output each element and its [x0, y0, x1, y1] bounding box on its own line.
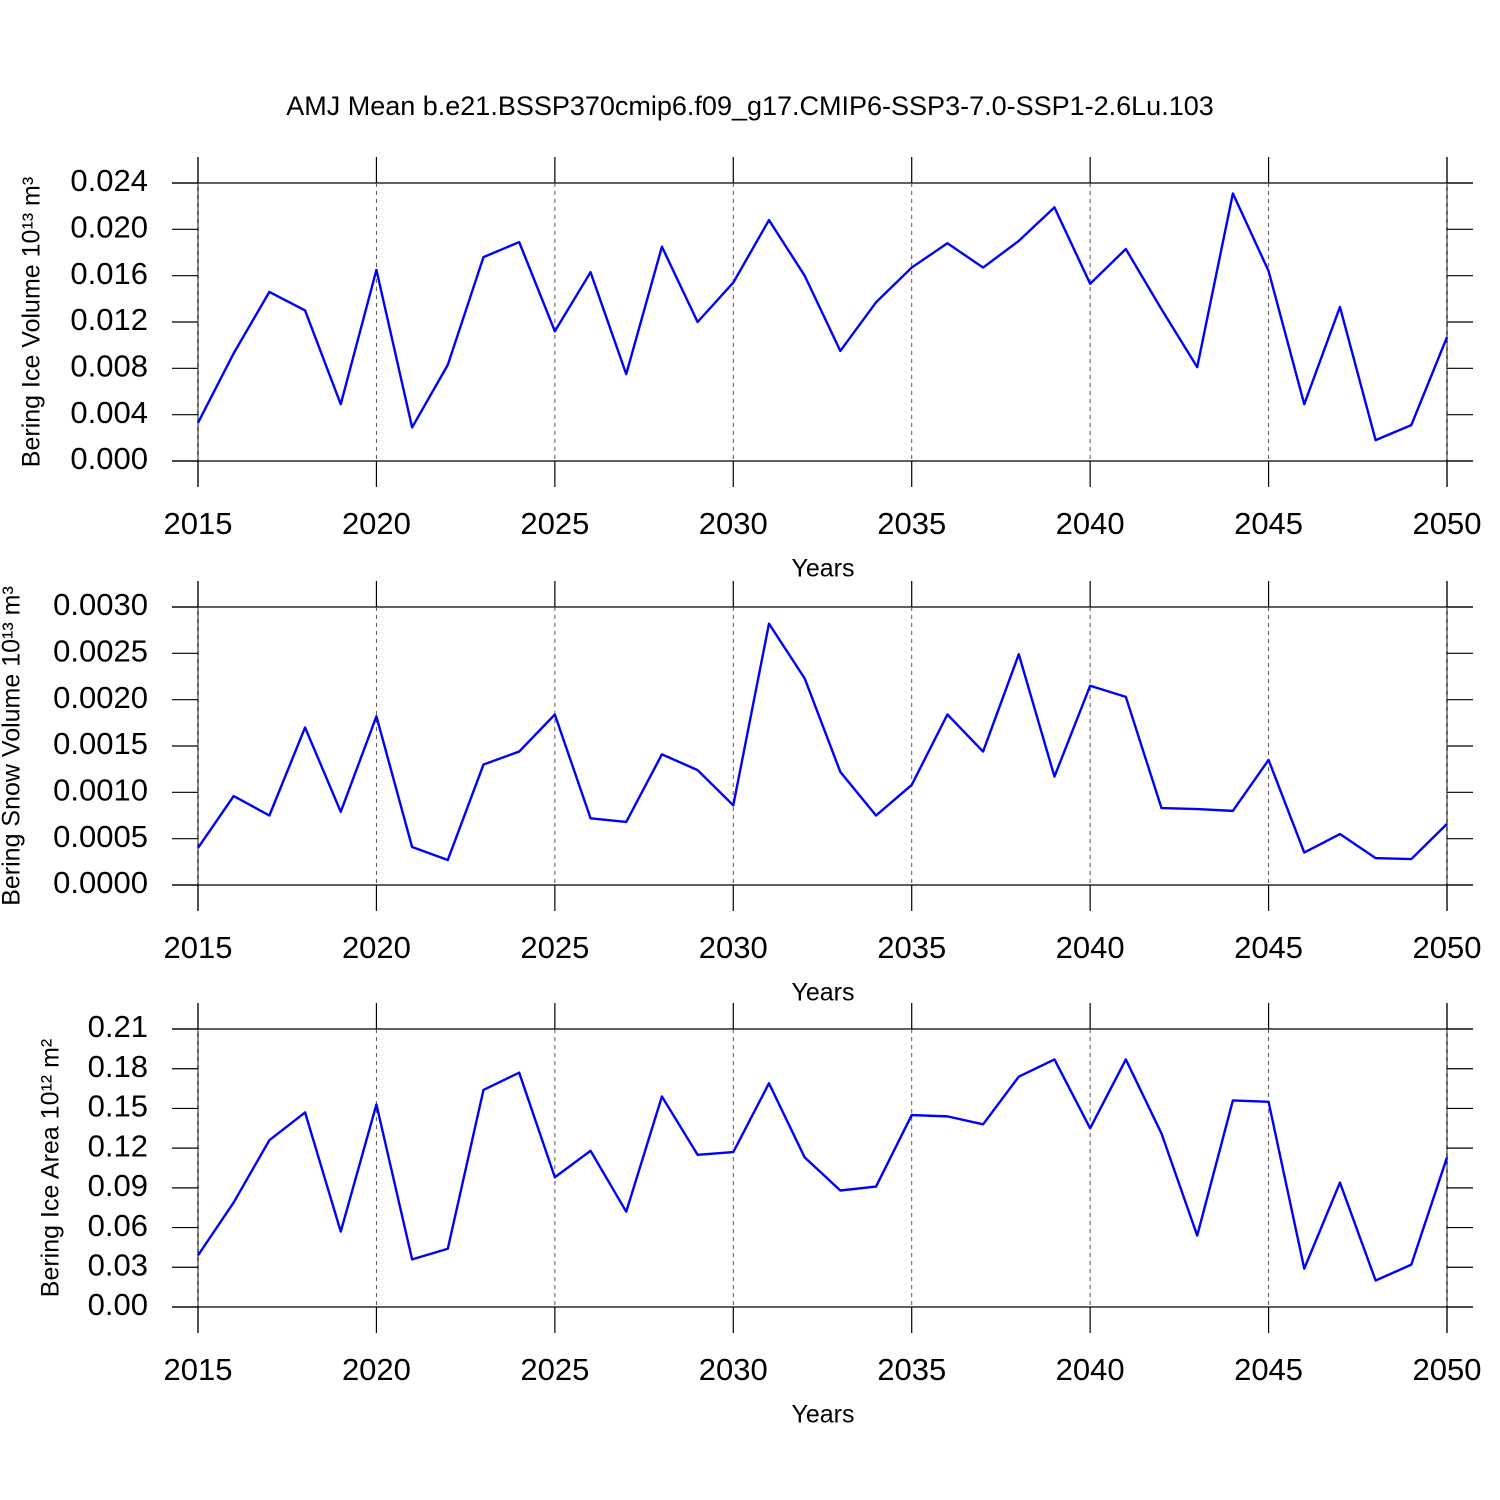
x-tick-label: 2035 — [877, 1352, 946, 1387]
x-tick-label: 2020 — [342, 930, 411, 965]
x-tick-label: 2045 — [1234, 506, 1303, 541]
y-tick-label: 0.00 — [88, 1287, 148, 1322]
x-tick-label: 2025 — [520, 930, 589, 965]
figure-title: AMJ Mean b.e21.BSSP370cmip6.f09_g17.CMIP… — [286, 91, 1214, 121]
y-tick-label: 0.000 — [70, 441, 148, 476]
y-tick-label: 0.020 — [70, 210, 148, 245]
y-tick-label: 0.12 — [88, 1128, 148, 1163]
y-tick-label: 0.18 — [88, 1049, 148, 1084]
y-tick-label: 0.004 — [70, 395, 148, 430]
data-line — [197, 1058, 1449, 1282]
y-tick-label: 0.03 — [88, 1247, 148, 1282]
x-tick-label: 2020 — [342, 506, 411, 541]
y-axis-label: Bering Ice Volume 10¹³ m³ — [18, 177, 46, 467]
x-tick-label: 2040 — [1056, 506, 1125, 541]
y-tick-label: 0.012 — [70, 302, 148, 337]
y-axis-label: Bering Snow Volume 10¹³ m³ — [0, 586, 26, 906]
y-tick-label: 0.06 — [88, 1208, 148, 1243]
y-tick-label: 0.008 — [70, 349, 148, 384]
y-tick-label: 0.0025 — [53, 634, 148, 669]
x-tick-label: 2015 — [164, 506, 233, 541]
data-line — [196, 192, 1449, 442]
x-tick-label: 2015 — [164, 1352, 233, 1387]
y-tick-label: 0.09 — [88, 1168, 148, 1203]
y-tick-label: 0.0000 — [53, 865, 148, 900]
x-tick-label: 2050 — [1413, 1352, 1482, 1387]
y-tick-label: 0.15 — [88, 1089, 148, 1124]
x-axis-label: Years — [791, 1401, 854, 1429]
x-tick-label: 2045 — [1234, 1352, 1303, 1387]
x-tick-label: 2015 — [164, 930, 233, 965]
x-tick-label: 2020 — [342, 1352, 411, 1387]
y-tick-label: 0.0020 — [53, 680, 148, 715]
x-tick-label: 2035 — [877, 930, 946, 965]
x-tick-label: 2030 — [699, 930, 768, 965]
x-tick-label: 2030 — [699, 1352, 768, 1387]
x-tick-label: 2050 — [1413, 930, 1482, 965]
y-tick-label: 0.016 — [70, 256, 148, 291]
x-tick-label: 2050 — [1413, 506, 1482, 541]
y-tick-label: 0.0005 — [53, 819, 148, 854]
x-tick-label: 2030 — [699, 506, 768, 541]
y-tick-label: 0.0015 — [53, 726, 148, 761]
x-tick-label: 2045 — [1234, 930, 1303, 965]
y-tick-label: 0.0030 — [53, 587, 148, 622]
y-tick-label: 0.0010 — [53, 773, 148, 808]
x-tick-label: 2025 — [520, 1352, 589, 1387]
x-tick-label: 2040 — [1056, 930, 1125, 965]
data-line — [197, 622, 1448, 862]
x-tick-label: 2040 — [1056, 1352, 1125, 1387]
x-axis-label: Years — [791, 979, 854, 1007]
y-tick-label: 0.024 — [70, 163, 148, 198]
y-tick-label: 0.21 — [88, 1009, 148, 1044]
y-axis-label: Bering Ice Area 10¹² m² — [37, 1039, 65, 1297]
x-tick-label: 2025 — [520, 506, 589, 541]
x-tick-label: 2035 — [877, 506, 946, 541]
x-axis-label: Years — [791, 555, 854, 583]
